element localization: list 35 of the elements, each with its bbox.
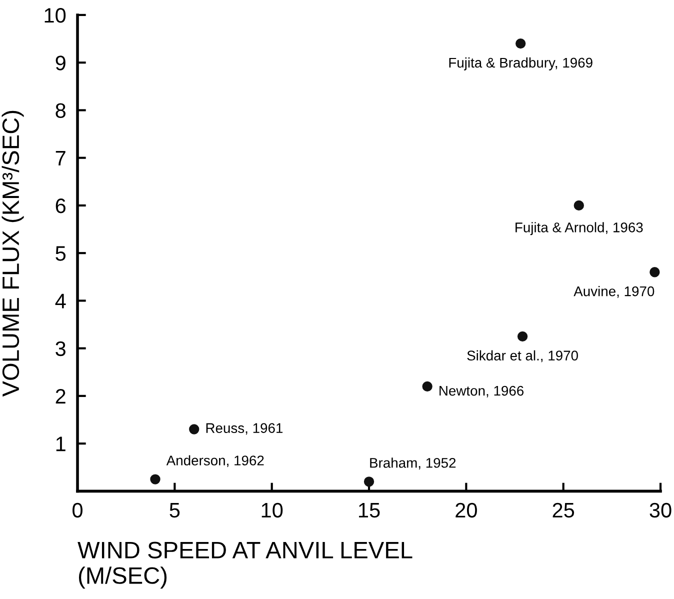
y-tick-label: 1 xyxy=(56,436,66,452)
point xyxy=(422,381,432,392)
x-tick-label: 30 xyxy=(650,502,672,518)
annotation: Reuss, 1961 xyxy=(206,423,283,435)
y-tick-label: 8 xyxy=(56,103,66,118)
x-tick-label: 10 xyxy=(262,502,283,518)
y-axis-title: VOLUME FLUX (KM³/SEC) xyxy=(2,110,24,397)
x-tick-label: 5 xyxy=(170,503,180,518)
annotation: Newton, 1966 xyxy=(440,386,524,398)
x-tick-label: 0 xyxy=(72,502,82,518)
y-tick-label: 3 xyxy=(56,341,66,356)
x-tick-label: 20 xyxy=(456,502,477,518)
point xyxy=(516,38,526,49)
y-tick-label: 4 xyxy=(55,294,66,308)
annotation: Fujita & Bradbury, 1969 xyxy=(449,57,592,70)
annotation: Fujita & Arnold, 1963 xyxy=(516,222,643,236)
y-tick-label: 9 xyxy=(56,56,66,70)
y-tick-label: 5 xyxy=(56,246,66,261)
point xyxy=(517,331,528,342)
y-tick-label: 2 xyxy=(56,388,66,404)
point xyxy=(189,424,200,434)
point xyxy=(364,476,374,487)
annotation: Anderson, 1962 xyxy=(166,455,264,468)
point xyxy=(650,267,660,278)
x-axis-title: WIND SPEED AT ANVIL LEVEL (M/SEC) xyxy=(78,542,412,589)
y-tick-label: 6 xyxy=(56,198,66,214)
x-tick-label: 15 xyxy=(359,503,380,518)
y-tick-label: 10 xyxy=(44,8,66,23)
y-tick-label: 7 xyxy=(56,151,66,166)
annotation: Sikdar et al., 1970 xyxy=(467,350,578,362)
point xyxy=(150,474,160,484)
x-tick-label: 25 xyxy=(552,502,574,518)
annotation: Auvine, 1970 xyxy=(574,286,654,298)
point xyxy=(574,200,584,211)
annotation: Braham, 1952 xyxy=(370,458,456,470)
